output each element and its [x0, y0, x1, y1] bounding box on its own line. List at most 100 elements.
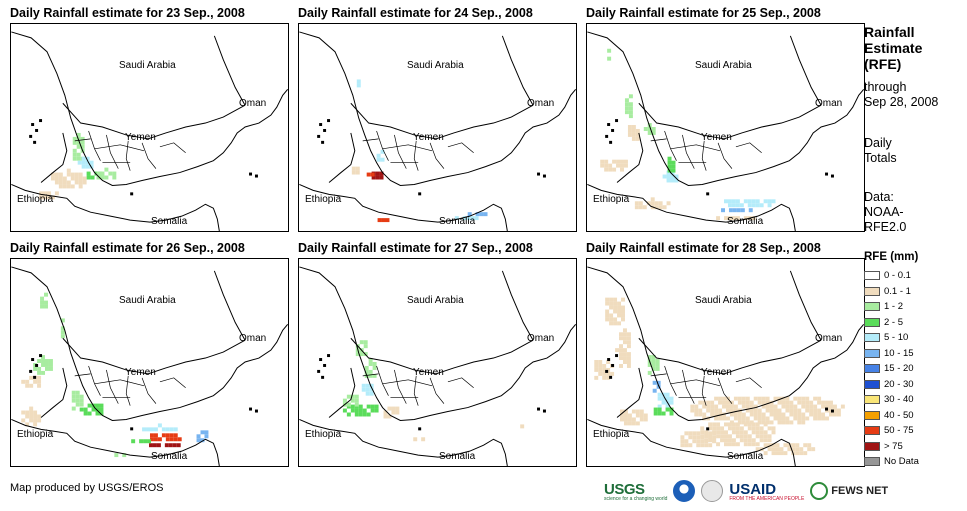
- legend-title: RFE (mm): [864, 251, 919, 263]
- rainfall-cell: [781, 416, 786, 421]
- rainfall-cell: [767, 443, 772, 448]
- rainfall-cell: [777, 420, 782, 425]
- rainfall-cell: [655, 366, 660, 371]
- island-mark: [609, 140, 613, 144]
- rainfall-cell: [716, 442, 721, 447]
- legend-swatch: [864, 317, 880, 327]
- rainfall-cell: [722, 404, 726, 409]
- rainfall-cell: [731, 216, 736, 221]
- rainfall-cell: [803, 443, 808, 448]
- rainfall-cell: [775, 447, 780, 452]
- border-line: [62, 102, 246, 140]
- rainfall-cell: [62, 184, 67, 189]
- rainfall-cell: [33, 422, 38, 427]
- rainfall-cell: [54, 176, 59, 181]
- rainfall-cell: [622, 352, 627, 357]
- rainfall-cell: [665, 396, 670, 401]
- rainfall-cell: [751, 422, 756, 427]
- rainfall-cell: [346, 412, 351, 417]
- rainfall-cell: [805, 400, 810, 405]
- rainfall-cell: [741, 404, 746, 409]
- rainfall-cell: [619, 332, 623, 337]
- rainfall-cell: [617, 321, 622, 326]
- rainfall-cell: [643, 417, 648, 422]
- rainfall-cell: [467, 212, 472, 217]
- rainfall-cell: [716, 216, 721, 221]
- rainfall-cell: [372, 373, 377, 378]
- island-mark: [609, 375, 613, 379]
- rainfall-cell: [613, 309, 618, 314]
- rainfall-cell: [60, 330, 65, 335]
- rainfall-cell: [41, 370, 46, 375]
- country-label-saudi: Saudi Arabia: [407, 295, 464, 306]
- rainfall-cell: [99, 403, 104, 408]
- rainfall-cell: [619, 356, 623, 361]
- rainfall-cell: [745, 416, 750, 421]
- rainfall-cell: [724, 422, 728, 427]
- rainfall-cell: [669, 407, 674, 412]
- rainfall-cell: [75, 390, 80, 395]
- rainfall-cell: [832, 412, 837, 417]
- rainfall-cell: [771, 443, 776, 448]
- border-line: [789, 35, 822, 106]
- rainfall-cell: [692, 435, 697, 440]
- rainfall-cell: [157, 423, 162, 428]
- island-mark: [319, 358, 323, 362]
- rainfall-cell: [594, 367, 599, 372]
- island-mark: [605, 369, 609, 373]
- logo-bar: USGS science for a changing world USAID …: [604, 480, 888, 502]
- rainfall-cell: [797, 400, 802, 405]
- rainfall-cell: [354, 404, 359, 409]
- rainfall-cell: [355, 352, 360, 357]
- rainfall-cell: [619, 363, 623, 368]
- legend-item: 0.1 - 1: [864, 284, 919, 300]
- rainfall-cell: [655, 362, 660, 367]
- rainfall-cell: [638, 201, 643, 206]
- rainfall-cell: [204, 434, 209, 439]
- rainfall-cell: [751, 430, 756, 435]
- rainfall-cell: [741, 412, 746, 417]
- rainfall-cell: [628, 106, 633, 111]
- rainfall-cell: [602, 367, 607, 372]
- panel-title: Daily Rainfall estimate for 27 Sep., 200…: [298, 241, 533, 255]
- rainfall-cell: [362, 412, 367, 417]
- rainfall-cell: [706, 400, 711, 405]
- rainfall-cell: [779, 447, 784, 452]
- rainfall-cell: [635, 132, 640, 137]
- country-label-saudi: Saudi Arabia: [119, 60, 176, 71]
- country-label-oman: Oman: [815, 98, 843, 109]
- legend-swatch: [864, 364, 880, 374]
- island-mark: [39, 354, 43, 358]
- rainfall-cell: [60, 326, 65, 331]
- rainfall-cell: [761, 416, 766, 421]
- rainfall-cell: [735, 216, 740, 221]
- rainfall-cell: [708, 435, 713, 440]
- rainfall-map: Saudi Arabia Oman Yemen Ethiopia Somalia: [586, 258, 865, 467]
- rainfall-cell: [801, 404, 806, 409]
- rainfall-cell: [642, 205, 647, 210]
- rainfall-cell: [474, 216, 479, 221]
- rainfall-cell: [381, 218, 386, 223]
- rainfall-cell: [37, 366, 42, 371]
- legend: RFE (mm) 0 - 0.1 0.1 - 1 1 - 2 2 - 5 5 - 10 1…: [864, 251, 919, 470]
- rainfall-cell: [25, 422, 30, 427]
- rainfall-cell: [651, 366, 656, 371]
- rainfall-cell: [745, 400, 750, 405]
- rainfall-cell: [82, 180, 87, 185]
- rainfall-cell: [654, 205, 659, 210]
- rainfall-cell: [767, 199, 772, 204]
- rainfall-cell: [627, 413, 632, 418]
- rainfall-cell: [653, 411, 658, 416]
- rainfall-cell: [454, 216, 459, 221]
- island-mark: [130, 427, 134, 431]
- rainfall-cell: [724, 199, 728, 204]
- rainfall-cell: [631, 136, 636, 141]
- rainfall-cell: [793, 416, 798, 421]
- island-mark: [319, 123, 323, 127]
- rainfall-cell: [143, 439, 148, 444]
- rainfall-cell: [721, 208, 726, 213]
- rainfall-cell: [714, 396, 719, 401]
- rainfall-cell: [749, 408, 754, 413]
- rainfall-cell: [156, 443, 161, 448]
- rainfall-cell: [761, 404, 766, 409]
